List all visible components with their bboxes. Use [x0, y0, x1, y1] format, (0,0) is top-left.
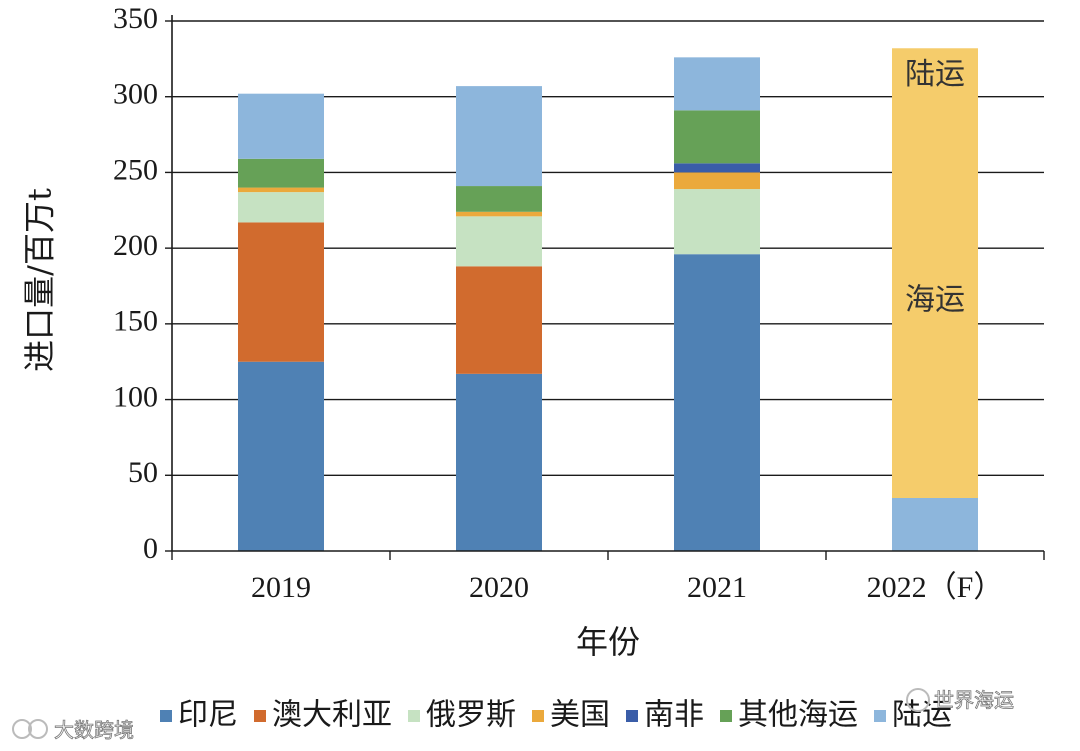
x-tick-label-2020: 2020 [469, 571, 529, 604]
x-axis-title: 年份 [576, 623, 640, 661]
y-tick-label-250: 250 [113, 153, 158, 186]
y-tick-label-100: 100 [113, 380, 158, 413]
legend-swatch-澳大利亚 [254, 710, 266, 722]
y-axis-title: 进口量/百万t [21, 188, 59, 372]
bar-2019-陆运 [238, 94, 324, 159]
y-tick-label-0: 0 [143, 532, 158, 565]
bar-2022（F）-陆运 [892, 498, 978, 551]
bar-2022（F）-海运 [892, 48, 978, 498]
bar-2021-印尼 [674, 254, 760, 551]
y-tick-labels: 0 50 100 150 200 250 300 350 [113, 2, 158, 565]
x-tick-labels: 2019 2020 2021 2022（F） [251, 571, 1003, 604]
bar-2020-陆运 [456, 86, 542, 186]
y-tick-label-350: 350 [113, 2, 158, 35]
bar-2019-其他海运 [238, 159, 324, 188]
legend-swatch-南非 [626, 710, 638, 722]
legend-label-俄罗斯: 俄罗斯 [426, 698, 516, 733]
bar-2021-陆运 [674, 57, 760, 110]
x-tick-label-2019: 2019 [251, 571, 311, 604]
bar-2020-印尼 [456, 374, 542, 551]
watermark-left-text: 大数跨境 [54, 718, 134, 742]
bar-2019-俄罗斯 [238, 192, 324, 222]
legend-swatch-俄罗斯 [408, 710, 420, 722]
y-tick-label-50: 50 [128, 456, 158, 489]
y-tick-label-300: 300 [113, 78, 158, 111]
legend-swatch-印尼 [160, 710, 172, 722]
stacked-bar-chart: 0 50 100 150 200 250 300 350 2019 2020 2021 2022（F… [0, 0, 1080, 751]
bar-2021-其他海运 [674, 110, 760, 163]
bar-2020-澳大利亚 [456, 266, 542, 374]
legend-label-美国: 美国 [550, 698, 610, 733]
legend-swatch-美国 [532, 710, 544, 722]
bar-2019-美国 [238, 188, 324, 193]
watermark-right-text: 世界海运 [934, 688, 1014, 712]
legend: 印尼 澳大利亚 俄罗斯 美国 南非 其他海运 陆运 [160, 698, 952, 733]
y-tick-label-200: 200 [113, 229, 158, 262]
y-tick-label-150: 150 [113, 305, 158, 338]
legend-label-印尼: 印尼 [178, 698, 238, 733]
legend-swatch-陆运 [874, 710, 886, 722]
bar-2019-澳大利亚 [238, 222, 324, 361]
legend-swatch-其他海运 [720, 710, 732, 722]
legend-label-其他海运: 其他海运 [738, 698, 858, 733]
bar-2021-南非 [674, 163, 760, 172]
legend-label-南非: 南非 [644, 698, 704, 733]
watermark-left: 大数跨境 [13, 718, 134, 742]
bar-2021-俄罗斯 [674, 189, 760, 254]
bar-2021-美国 [674, 172, 760, 189]
bar-2020-美国 [456, 212, 542, 217]
x-tick-label-2022（F）: 2022（F） [867, 571, 1004, 604]
bar-2020-俄罗斯 [456, 216, 542, 266]
bar-2019-印尼 [238, 362, 324, 551]
in-bar-label-1: 海运 [905, 283, 965, 318]
bar-2020-其他海运 [456, 186, 542, 212]
legend-label-澳大利亚: 澳大利亚 [272, 698, 392, 733]
x-tick-label-2021: 2021 [687, 571, 747, 604]
in-bar-label-0: 陆运 [905, 57, 965, 92]
